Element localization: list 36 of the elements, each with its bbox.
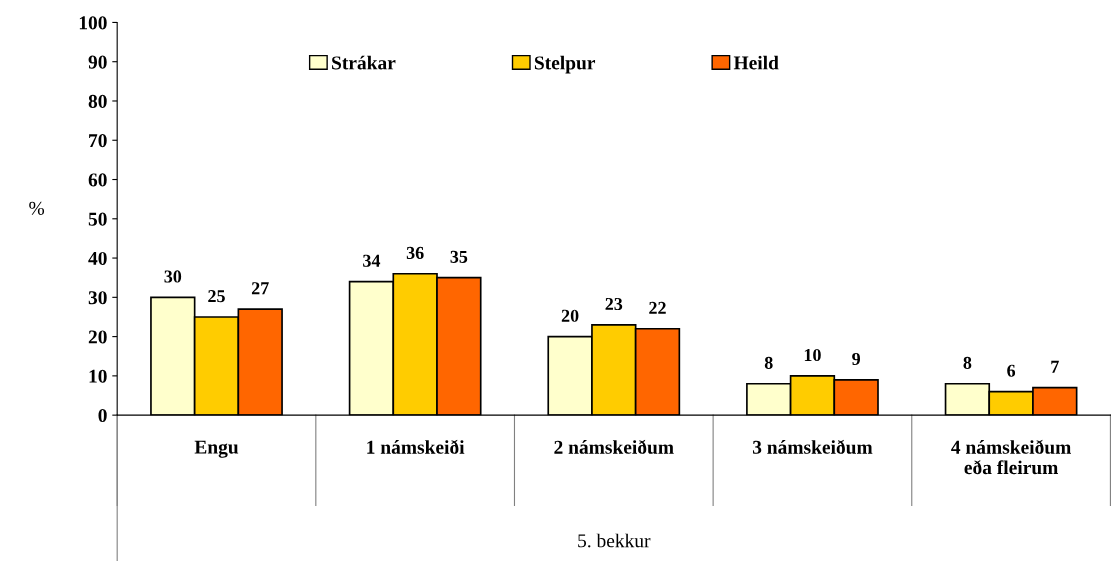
data-label: 30 <box>164 270 182 283</box>
data-label: 27 <box>251 282 269 295</box>
y-tick-label: 60 <box>88 173 107 187</box>
data-label: 25 <box>208 290 225 303</box>
y-tick-label: 80 <box>88 94 107 108</box>
legend-label: Stelpur <box>534 55 596 74</box>
x-tick-label: Engu <box>194 440 239 458</box>
legend-label: Heild <box>733 55 779 70</box>
legend-label: Strákar <box>332 55 396 70</box>
data-label: 7 <box>1051 360 1059 373</box>
data-label: 8 <box>764 356 773 369</box>
data-label: 35 <box>450 250 468 263</box>
y-tick-label: 30 <box>88 291 107 305</box>
y-tick-label: 0 <box>98 408 107 423</box>
x-axis-title: 5. bekkur <box>578 533 651 548</box>
y-tick-label: 70 <box>89 134 107 148</box>
data-label: 20 <box>561 309 579 322</box>
data-label: 34 <box>363 254 381 267</box>
x-tick-label: 4 námskeiðum eða fleirum <box>951 439 1071 475</box>
y-tick-label: 50 <box>88 212 107 226</box>
x-tick-label: 1 námskeiði <box>367 439 465 454</box>
y-tick-label: 10 <box>89 369 107 383</box>
data-label: 36 <box>406 246 424 259</box>
data-label: 10 <box>804 348 821 362</box>
data-label: 23 <box>605 297 623 311</box>
data-label: 22 <box>649 301 666 314</box>
x-tick-label: 3 námskeiðum <box>752 439 873 454</box>
x-tick-label: 2 námskeiðum <box>554 439 674 454</box>
y-tick-label: 100 <box>79 16 107 30</box>
data-label: 9 <box>852 352 861 366</box>
data-label: 6 <box>1007 364 1016 377</box>
data-label: 8 <box>963 356 972 369</box>
y-axis-title: % <box>29 201 45 215</box>
y-tick-label: 40 <box>88 251 107 265</box>
y-tick-label: 20 <box>88 330 107 344</box>
y-tick-label: 90 <box>88 55 107 69</box>
